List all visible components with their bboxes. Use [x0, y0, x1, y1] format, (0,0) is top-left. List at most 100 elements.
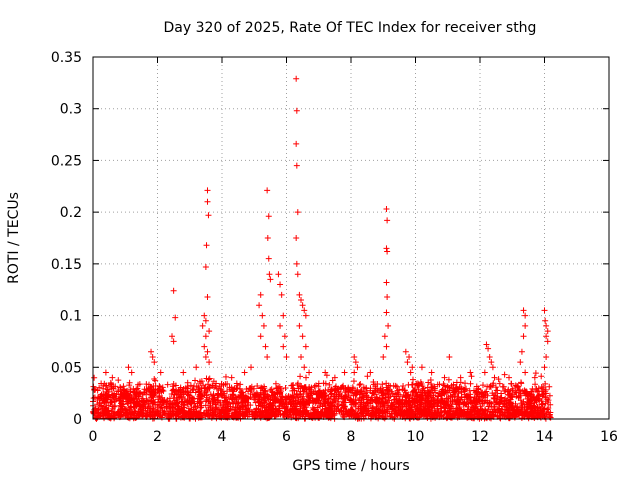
- data-point: [170, 395, 177, 402]
- data-point: [417, 399, 424, 406]
- data-point: [92, 415, 99, 422]
- data-point: [209, 382, 216, 389]
- data-point: [346, 412, 353, 419]
- data-point: [532, 381, 539, 388]
- plot-frame: [92, 56, 610, 420]
- data-point: [538, 373, 545, 380]
- data-point: [521, 404, 528, 411]
- data-point: [264, 187, 271, 194]
- data-point: [489, 364, 496, 371]
- data-point: [272, 405, 279, 412]
- data-point: [446, 387, 453, 394]
- data-point: [125, 364, 132, 371]
- data-point: [350, 392, 357, 399]
- data-point: [148, 348, 155, 355]
- data-point: [412, 389, 419, 396]
- data-point: [222, 373, 229, 380]
- data-point: [467, 391, 474, 398]
- data-point: [343, 393, 350, 400]
- data-point: [152, 412, 159, 419]
- data-point: [95, 409, 102, 416]
- data-point: [473, 383, 480, 390]
- x-tick-label: 10: [407, 429, 425, 445]
- data-point: [364, 400, 371, 407]
- data-point: [247, 402, 254, 409]
- data-point: [357, 381, 364, 388]
- data-point: [507, 406, 514, 413]
- data-point: [202, 333, 209, 340]
- data-point: [117, 404, 124, 411]
- data-point: [526, 391, 533, 398]
- data-point: [188, 399, 195, 406]
- data-point: [182, 396, 189, 403]
- data-point: [211, 395, 218, 402]
- data-point: [259, 312, 266, 319]
- data-point: [484, 400, 491, 407]
- data-point: [216, 406, 223, 413]
- data-point: [285, 412, 292, 419]
- data-point: [159, 384, 166, 391]
- data-point: [257, 291, 264, 298]
- data-point: [427, 397, 434, 404]
- data-point: [325, 414, 332, 421]
- data-point: [491, 406, 498, 413]
- data-point: [214, 398, 221, 405]
- data-point: [163, 398, 170, 405]
- data-point: [157, 369, 164, 376]
- data-point: [326, 381, 333, 388]
- data-point: [338, 408, 345, 415]
- data-point: [199, 322, 206, 329]
- data-point: [261, 397, 268, 404]
- data-point: [177, 384, 184, 391]
- data-point: [445, 395, 452, 402]
- data-point: [149, 393, 156, 400]
- data-point: [265, 414, 272, 421]
- y-tick-label: 0.3: [60, 102, 82, 118]
- data-point: [380, 400, 387, 407]
- data-point: [544, 338, 551, 345]
- data-point: [259, 407, 266, 414]
- data-point: [434, 405, 441, 412]
- data-point: [257, 333, 264, 340]
- data-point: [450, 410, 457, 417]
- data-point: [293, 107, 300, 114]
- data-point: [233, 413, 240, 420]
- data-point: [454, 400, 461, 407]
- data-point: [151, 376, 158, 383]
- data-point: [210, 392, 217, 399]
- data-point: [405, 411, 412, 418]
- data-point: [204, 348, 211, 355]
- data-point: [201, 312, 208, 319]
- data-point: [380, 353, 387, 360]
- data-point: [457, 410, 464, 417]
- data-point: [149, 405, 156, 412]
- data-point: [460, 409, 467, 416]
- data-point: [205, 398, 212, 405]
- data-point: [126, 393, 133, 400]
- data-point: [522, 322, 529, 329]
- data-point: [322, 396, 329, 403]
- data-point: [301, 364, 308, 371]
- data-point: [237, 381, 244, 388]
- data-point: [257, 403, 264, 410]
- data-point: [177, 391, 184, 398]
- data-point: [298, 410, 305, 417]
- data-point: [196, 378, 203, 385]
- tick-layer: 0 2 4 6 8 10 12 14 16 0 0.05 0.1 0.15 0.2 0.25 0.3 0.35: [51, 50, 618, 445]
- data-point: [309, 413, 316, 420]
- data-point: [307, 412, 314, 419]
- data-point: [202, 263, 209, 270]
- data-point: [171, 391, 178, 398]
- data-point: [457, 374, 464, 381]
- grid-layer: [93, 57, 609, 419]
- data-point: [169, 409, 176, 416]
- data-point: [361, 405, 368, 412]
- data-point: [239, 399, 246, 406]
- data-point: [495, 412, 502, 419]
- data-point: [277, 322, 284, 329]
- data-point: [324, 410, 331, 417]
- data-point: [256, 397, 263, 404]
- data-point: [285, 401, 292, 408]
- data-point: [428, 369, 435, 376]
- data-point: [295, 396, 302, 403]
